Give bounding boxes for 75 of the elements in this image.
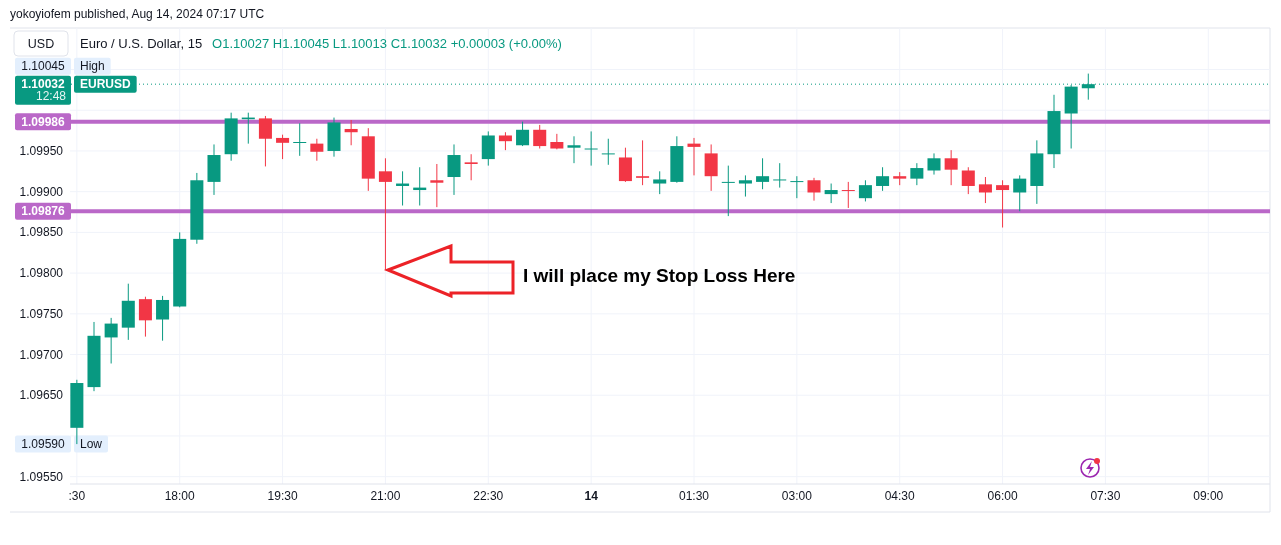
x-tick-label: 01:30 bbox=[678, 489, 710, 503]
candlestick bbox=[276, 134, 290, 160]
candlestick bbox=[258, 115, 272, 167]
candlestick bbox=[790, 175, 804, 199]
candlestick bbox=[464, 153, 478, 181]
y-tick-label: 1.09650 bbox=[19, 388, 64, 403]
candlestick bbox=[704, 143, 718, 192]
candlestick bbox=[156, 295, 170, 342]
text: 12:48 bbox=[35, 89, 67, 104]
candlestick bbox=[584, 130, 598, 167]
candlestick bbox=[378, 157, 392, 271]
candlestick bbox=[996, 179, 1010, 228]
candlestick bbox=[876, 166, 890, 192]
y-tick-label: 1.09750 bbox=[19, 306, 64, 321]
x-tick-label: 06:00 bbox=[987, 489, 1018, 503]
candlestick bbox=[344, 119, 358, 146]
text: Euro / U.S. Dollar, 15 bbox=[80, 36, 203, 51]
candlestick bbox=[310, 138, 324, 162]
x-tick-label: 03:00 bbox=[781, 489, 813, 503]
ref-line-label: 1.09986 bbox=[21, 114, 66, 129]
x-tick-label: 21:00 bbox=[370, 489, 401, 503]
candlestick bbox=[430, 163, 444, 208]
candlestick bbox=[773, 162, 787, 189]
candlestick bbox=[567, 135, 581, 164]
annotation: I will place my Stop Loss Here bbox=[523, 265, 796, 286]
x-tick-label: 18:00 bbox=[164, 489, 196, 503]
candlestick bbox=[104, 317, 118, 364]
y-tick-label: 1.09700 bbox=[19, 347, 64, 362]
candlestick bbox=[1013, 174, 1027, 212]
candlestick bbox=[978, 176, 992, 204]
x-tick-label: 09:00 bbox=[1193, 489, 1224, 503]
x-tick-label: :30 bbox=[68, 489, 86, 503]
candlestick bbox=[756, 157, 770, 190]
text: O1.10027 H1.10045 L1.10013 C1.10032 +0.00003 (+0.00%) bbox=[212, 36, 562, 51]
candlestick bbox=[807, 177, 821, 202]
candlestick bbox=[841, 181, 855, 209]
candlestick bbox=[550, 133, 564, 150]
text: 1.10045 bbox=[21, 59, 66, 74]
y-tick-label: 1.09950 bbox=[19, 143, 64, 158]
y-tick-label: 1.09900 bbox=[19, 184, 64, 199]
candlestick bbox=[138, 296, 152, 338]
ref-line-label: 1.09876 bbox=[21, 204, 66, 219]
candlestick bbox=[618, 147, 632, 183]
text: yokoyiofem published, Aug 14, 2024 07:17 UTC bbox=[10, 7, 265, 21]
y-tick-label: 1.09800 bbox=[19, 266, 64, 281]
candlestick bbox=[927, 152, 941, 176]
candlestick bbox=[910, 162, 924, 186]
candlestick bbox=[293, 122, 307, 157]
x-tick-label: 07:30 bbox=[1090, 489, 1121, 503]
annotation: EURUSD bbox=[80, 77, 132, 92]
annotation: Low bbox=[80, 437, 103, 452]
x-tick-label: 22:30 bbox=[473, 489, 504, 503]
candlestick bbox=[858, 179, 872, 202]
y-tick-label: 1.09550 bbox=[19, 469, 64, 484]
candlestick bbox=[601, 138, 615, 166]
candlestick bbox=[721, 165, 735, 217]
candlestick bbox=[738, 174, 752, 198]
candlestick bbox=[687, 137, 701, 176]
candlestick bbox=[533, 124, 547, 150]
candlestick bbox=[824, 183, 838, 204]
y-axis-title: USD bbox=[27, 37, 55, 51]
candlestick bbox=[653, 170, 667, 195]
x-tick-label: 14 bbox=[584, 489, 599, 503]
candlestick bbox=[516, 121, 530, 147]
candlestick bbox=[636, 139, 650, 186]
y-tick-label: 1.09850 bbox=[19, 225, 64, 240]
text: 1.09590 bbox=[21, 437, 66, 452]
candlestick bbox=[944, 149, 958, 186]
x-tick-label: 04:30 bbox=[884, 489, 916, 503]
ref-line-label: 1.10032 bbox=[21, 77, 66, 92]
candlestick bbox=[481, 130, 495, 167]
candlestick bbox=[447, 143, 461, 196]
annotation: High bbox=[80, 59, 105, 74]
candlestick bbox=[961, 166, 975, 195]
x-tick-label: 19:30 bbox=[267, 489, 298, 503]
